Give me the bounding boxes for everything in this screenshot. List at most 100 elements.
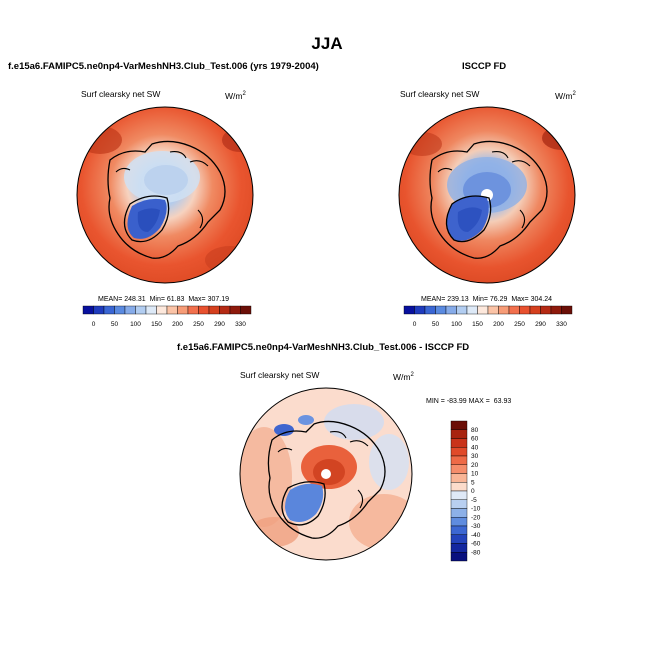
colorbar-swatch bbox=[450, 490, 468, 500]
panel-2-stats: MEAN= 239.13 Min= 76.29 Max= 304.24 bbox=[421, 296, 553, 303]
colorbar-swatch bbox=[550, 305, 562, 315]
colorbar-swatch bbox=[135, 305, 147, 315]
colorbar-tick-label: 330 bbox=[235, 321, 246, 328]
colorbar-swatch bbox=[561, 305, 573, 315]
colorbar-tick-label: 60 bbox=[471, 436, 479, 443]
colorbar-swatch bbox=[508, 305, 520, 315]
colorbar-tick-label: 330 bbox=[556, 321, 567, 328]
panel-2-polar-map bbox=[398, 106, 576, 284]
panel-2-units: W/m2 bbox=[555, 91, 576, 101]
colorbar-swatch bbox=[529, 305, 541, 315]
colorbar-swatch bbox=[435, 305, 447, 315]
panel-3-title: f.e15a6.FAMIPC5.ne0np4-VarMeshNH3.Club_T… bbox=[177, 342, 470, 353]
panel-3-variable: Surf clearsky net SW bbox=[240, 370, 320, 380]
panel-1-polar-map bbox=[76, 106, 254, 284]
panel-2-variable: Surf clearsky net SW bbox=[400, 89, 480, 99]
colorbar-swatch bbox=[450, 482, 468, 492]
panel-1-coastline bbox=[107, 140, 226, 259]
colorbar-swatch bbox=[403, 305, 415, 315]
colorbar-tick-label: 40 bbox=[471, 444, 479, 451]
colorbar-tick-label: 50 bbox=[432, 321, 440, 328]
colorbar-tick-label: -30 bbox=[471, 523, 481, 530]
colorbar-tick-label: 200 bbox=[493, 321, 504, 328]
colorbar-swatch bbox=[114, 305, 126, 315]
colorbar-swatch bbox=[240, 305, 252, 315]
colorbar-swatch bbox=[450, 429, 468, 439]
panel-2-colorbar: 0 50 100 150 200 250 290 330 bbox=[403, 305, 573, 328]
colorbar-swatch bbox=[450, 464, 468, 474]
panel-3-units: W/m2 bbox=[393, 372, 414, 382]
colorbar-swatch bbox=[519, 305, 531, 315]
panel-2-title: ISCCP FD bbox=[462, 61, 507, 72]
colorbar-tick-label: 100 bbox=[130, 321, 141, 328]
colorbar-swatch bbox=[540, 305, 552, 315]
colorbar-tick-label: -40 bbox=[471, 532, 481, 539]
colorbar-tick-label: -5 bbox=[471, 497, 477, 504]
colorbar-swatch bbox=[208, 305, 220, 315]
colorbar-tick-label: -10 bbox=[471, 506, 481, 513]
panel-1-variable: Surf clearsky net SW bbox=[81, 89, 161, 99]
panel-3-pole-gap bbox=[321, 469, 331, 479]
panel-3-stats: MIN = -83.99 MAX = 63.93 bbox=[426, 398, 512, 405]
colorbar-tick-label: 250 bbox=[193, 321, 204, 328]
panel-1-title: f.e15a6.FAMIPC5.ne0np4-VarMeshNH3.Club_T… bbox=[8, 61, 319, 72]
panel-1-colorbar: 0 50 100 150 200 250 290 330 bbox=[82, 305, 252, 328]
colorbar-tick-label: 0 bbox=[471, 488, 475, 495]
colorbar-swatch bbox=[450, 499, 468, 509]
panel-2-coastline bbox=[429, 140, 548, 259]
colorbar-tick-label: 200 bbox=[172, 321, 183, 328]
colorbar-tick-label: 20 bbox=[471, 462, 479, 469]
colorbar-swatch bbox=[477, 305, 489, 315]
colorbar-tick-label: 50 bbox=[111, 321, 119, 328]
colorbar-swatch bbox=[198, 305, 210, 315]
panel-1-units: W/m2 bbox=[225, 91, 246, 101]
colorbar-swatch bbox=[450, 447, 468, 457]
colorbar-tick-label: 250 bbox=[514, 321, 525, 328]
colorbar-swatch bbox=[229, 305, 241, 315]
colorbar-swatch bbox=[82, 305, 94, 315]
panel-1-stats: MEAN= 248.31 Min= 61.83 Max= 307.19 bbox=[98, 296, 230, 303]
panel-3-greenland bbox=[285, 483, 324, 522]
colorbar-tick-label: 150 bbox=[151, 321, 162, 328]
colorbar-swatch bbox=[93, 305, 105, 315]
panel-3-polar-map bbox=[239, 387, 413, 561]
colorbar-tick-label: -60 bbox=[471, 541, 481, 548]
colorbar-tick-label: 30 bbox=[471, 453, 479, 460]
colorbar-tick-label: -80 bbox=[471, 549, 481, 556]
colorbar-swatch bbox=[145, 305, 157, 315]
colorbar-swatch bbox=[414, 305, 426, 315]
figure-title: JJA bbox=[311, 34, 343, 53]
colorbar-swatch bbox=[187, 305, 199, 315]
colorbar-tick-label: 10 bbox=[471, 471, 479, 478]
colorbar-swatch bbox=[450, 508, 468, 518]
colorbar-swatch bbox=[219, 305, 231, 315]
colorbar-swatch bbox=[466, 305, 478, 315]
colorbar-tick-label: 150 bbox=[472, 321, 483, 328]
colorbar-tick-label: 290 bbox=[214, 321, 225, 328]
colorbar-swatch bbox=[498, 305, 510, 315]
colorbar-swatch bbox=[450, 473, 468, 483]
colorbar-swatch bbox=[450, 543, 468, 553]
colorbar-swatch bbox=[445, 305, 457, 315]
colorbar-tick-label: 100 bbox=[451, 321, 462, 328]
colorbar-swatch bbox=[456, 305, 468, 315]
colorbar-swatch bbox=[166, 305, 178, 315]
colorbar-swatch bbox=[103, 305, 115, 315]
colorbar-swatch bbox=[450, 525, 468, 535]
colorbar-swatch bbox=[450, 534, 468, 544]
panel-3-coastline bbox=[267, 420, 386, 539]
colorbar-swatch bbox=[450, 517, 468, 527]
colorbar-swatch bbox=[450, 438, 468, 448]
colorbar-swatch bbox=[450, 552, 468, 562]
colorbar-tick-label: 5 bbox=[471, 479, 475, 486]
colorbar-swatch bbox=[450, 455, 468, 465]
colorbar-swatch bbox=[156, 305, 168, 315]
colorbar-swatch bbox=[177, 305, 189, 315]
colorbar-swatch bbox=[124, 305, 136, 315]
colorbar-tick-label: 290 bbox=[535, 321, 546, 328]
colorbar-tick-label: 0 bbox=[413, 321, 417, 328]
colorbar-tick-label: 80 bbox=[471, 427, 479, 434]
colorbar-tick-label: 0 bbox=[92, 321, 96, 328]
colorbar-swatch bbox=[450, 420, 468, 430]
